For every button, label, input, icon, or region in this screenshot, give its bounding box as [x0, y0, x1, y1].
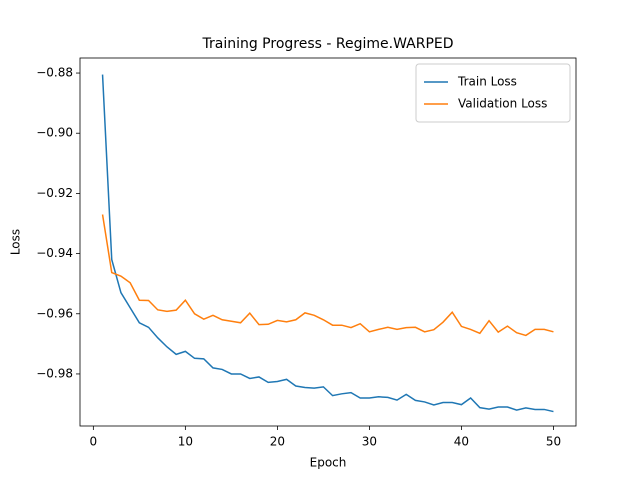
legend: Train Loss Validation Loss [415, 63, 571, 123]
x-tick-label: 50 [546, 435, 561, 449]
line-series [101, 214, 554, 337]
x-tick-label: 40 [454, 435, 469, 449]
legend-box [415, 63, 571, 123]
plot-frame [79, 57, 577, 427]
y-tick-label: −0.96 [36, 306, 73, 320]
y-tick-label: −0.98 [36, 366, 73, 380]
x-tick-label: 30 [362, 435, 377, 449]
y-tick-label: −0.92 [36, 186, 73, 200]
x-tick-label: 20 [270, 435, 285, 449]
legend-label: Train Loss [457, 75, 517, 89]
chart-title: Training Progress - Regime.WARPED [201, 36, 453, 52]
line-series [101, 74, 554, 413]
x-tick-label: 0 [90, 435, 98, 449]
y-tick-label: −0.94 [36, 246, 73, 260]
x-tick-label: 10 [178, 435, 193, 449]
legend-label: Validation Loss [458, 97, 547, 111]
y-axis-label: Loss [9, 229, 23, 255]
y-tick-label: −0.90 [36, 126, 73, 140]
x-axis-label: Epoch [310, 456, 347, 470]
y-tick-label: −0.88 [36, 66, 73, 80]
